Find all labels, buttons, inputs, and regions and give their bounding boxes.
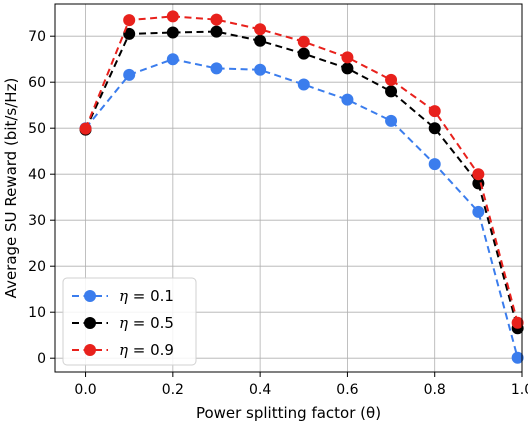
data-point bbox=[385, 85, 398, 98]
x-tick-label: 0.4 bbox=[249, 382, 271, 398]
data-point bbox=[254, 23, 267, 36]
y-tick-label: 60 bbox=[28, 75, 46, 91]
data-point bbox=[428, 122, 441, 135]
series-line bbox=[84, 58, 519, 358]
data-point bbox=[123, 14, 136, 27]
plot-frame bbox=[54, 3, 523, 373]
data-point bbox=[428, 158, 441, 171]
data-point bbox=[297, 47, 310, 60]
legend-label: η = 0.9 bbox=[119, 341, 174, 359]
data-point bbox=[511, 316, 524, 329]
legend-item: η = 0.9 bbox=[72, 341, 174, 359]
y-axis-ticks: 0 10 20 30 40 50 60 70 bbox=[28, 29, 55, 367]
x-tick-label: 0.6 bbox=[336, 382, 358, 398]
data-point bbox=[123, 27, 136, 40]
data-point bbox=[166, 26, 179, 39]
y-axis-label: Average SU Reward (bit/s/Hz) bbox=[2, 78, 20, 299]
plot-series bbox=[79, 10, 524, 364]
data-point bbox=[254, 63, 267, 76]
x-tick-label: 0.2 bbox=[162, 382, 184, 398]
data-point bbox=[472, 168, 485, 181]
data-point bbox=[79, 122, 92, 135]
data-point bbox=[341, 51, 354, 64]
data-point bbox=[428, 105, 441, 118]
legend-item: η = 0.1 bbox=[72, 287, 174, 305]
data-point bbox=[511, 351, 524, 364]
y-tick-label: 10 bbox=[28, 305, 46, 321]
y-tick-label: 0 bbox=[37, 351, 46, 367]
data-point bbox=[210, 62, 223, 75]
legend-marker bbox=[84, 317, 96, 329]
data-point bbox=[166, 53, 179, 66]
data-point bbox=[385, 73, 398, 86]
y-tick-label: 30 bbox=[28, 213, 46, 229]
y-tick-label: 50 bbox=[28, 121, 46, 137]
series-line bbox=[84, 15, 519, 324]
data-point bbox=[385, 114, 398, 127]
y-tick-label: 70 bbox=[28, 29, 46, 45]
x-axis-ticks: 0.0 0.2 0.4 0.6 0.8 1.0 bbox=[74, 372, 528, 398]
data-point bbox=[297, 35, 310, 48]
data-point bbox=[210, 13, 223, 26]
data-point bbox=[123, 68, 136, 81]
data-point bbox=[297, 78, 310, 91]
x-axis-label: Power splitting factor (θ) bbox=[196, 404, 381, 422]
legend-box bbox=[62, 277, 197, 366]
data-point bbox=[341, 93, 354, 106]
legend: η = 0.1 η = 0.5 η = 0.9 bbox=[62, 277, 197, 366]
data-point bbox=[254, 34, 267, 47]
data-point bbox=[472, 205, 485, 218]
x-tick-label: 1.0 bbox=[511, 382, 528, 398]
y-tick-label: 40 bbox=[28, 167, 46, 183]
legend-label: η = 0.1 bbox=[119, 287, 174, 305]
y-tick-label: 20 bbox=[28, 259, 46, 275]
legend-item: η = 0.5 bbox=[72, 314, 174, 332]
series bbox=[79, 53, 524, 364]
x-tick-label: 0.0 bbox=[74, 382, 96, 398]
data-point bbox=[166, 10, 179, 23]
series bbox=[79, 10, 524, 329]
legend-label: η = 0.5 bbox=[119, 314, 174, 332]
x-tick-label: 0.8 bbox=[424, 382, 446, 398]
data-point bbox=[341, 62, 354, 75]
legend-marker bbox=[84, 344, 96, 356]
data-point bbox=[210, 25, 223, 38]
legend-marker bbox=[84, 290, 96, 302]
